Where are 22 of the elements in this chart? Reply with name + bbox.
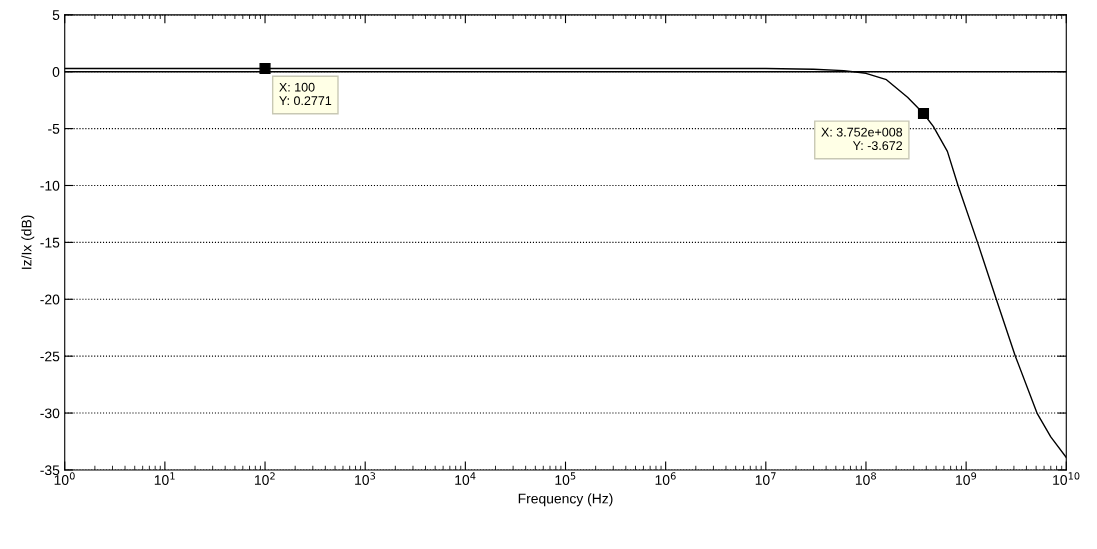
y-tick-label: -20 xyxy=(40,294,60,305)
x-tick-label: 10$^{4}$ xyxy=(455,472,476,485)
x-tick-label: 10$^{6}$ xyxy=(655,472,676,485)
x-tick-label: 10$^{8}$ xyxy=(855,472,876,485)
y-tick-label: -30 xyxy=(40,408,60,419)
x-tick-label: 10$^{10}$ xyxy=(1053,472,1080,485)
x-tick-label: 10$^{1}$ xyxy=(154,472,175,485)
annotation: X: 100 Y: 0.2771 xyxy=(279,82,332,106)
y-tick-label: -15 xyxy=(40,237,60,248)
y-tick-label: 0 xyxy=(52,67,60,77)
y-tick-label: -10 xyxy=(40,180,60,191)
y-tick-label: -5 xyxy=(48,124,60,134)
x-tick-label: 10$^{5}$ xyxy=(555,472,576,485)
y-tick-label: 5 xyxy=(52,10,60,20)
x-tick-label: 10$^{3}$ xyxy=(355,472,376,485)
x-tick-label: 10$^{7}$ xyxy=(755,472,776,485)
x-tick-label: 10$^{2}$ xyxy=(254,472,275,485)
x-tick-label: 10$^{9}$ xyxy=(956,472,977,485)
y-axis-title: Iz/Ix (dB) xyxy=(21,215,35,269)
y-tick-label: -25 xyxy=(40,351,60,362)
annotation: X: 3.752e+008 Y: -3.672 xyxy=(821,127,903,151)
x-axis-title: Frequency (Hz) xyxy=(518,493,613,507)
